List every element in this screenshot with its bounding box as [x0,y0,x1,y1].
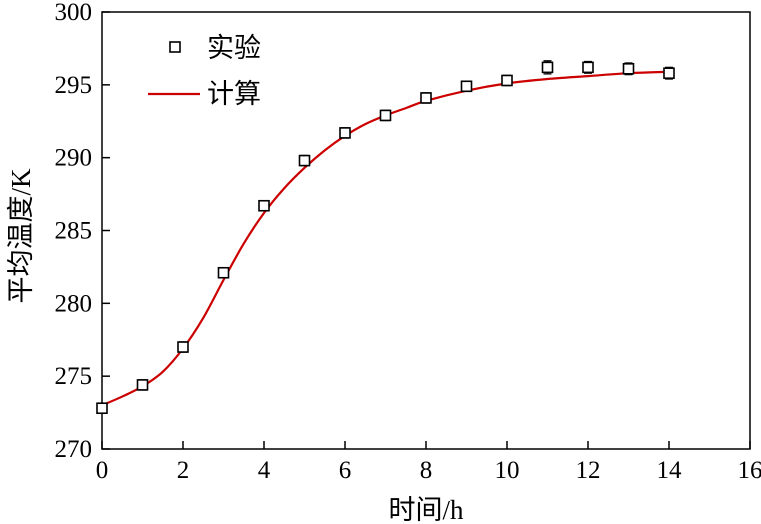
y-tick-label: 280 [55,290,93,317]
x-tick-label: 2 [177,457,190,484]
data-point [379,109,392,122]
x-tick-label: 0 [96,457,109,484]
data-point [258,199,270,212]
data-point [420,92,432,104]
x-tick-label: 10 [495,457,520,484]
x-tick-label: 4 [258,457,271,484]
data-point [96,402,108,415]
experimental-series [96,60,675,415]
x-axis-title: 时间/h [388,495,464,524]
data-point [136,379,149,391]
y-tick-label: 290 [55,145,93,172]
legend-label-calculated: 计算 [207,79,261,109]
data-point [582,61,594,74]
calculated-series [101,70,670,407]
y-tick-label: 300 [55,0,93,26]
y-tick-label: 270 [55,436,93,463]
y-tick-label: 295 [55,72,93,99]
x-tick-label: 14 [657,457,683,484]
plot-frame [101,11,751,450]
axis-ticks: 0 2 4 6 8 10 12 14 16 270 275 280 285 290 295 300 [55,0,761,484]
data-point [663,67,675,79]
x-tick-label: 8 [420,457,433,484]
y-tick-label: 275 [55,363,93,390]
data-point [217,266,230,279]
y-axis-title: 平均温度/K [6,168,36,304]
legend-marker-square [169,41,181,53]
legend: 实验 计算 [148,33,261,109]
data-point [501,74,513,87]
data-point [622,63,635,75]
data-point [298,154,311,167]
data-point [177,341,189,353]
x-tick-label: 12 [576,457,601,484]
legend-label-experiment: 实验 [207,33,261,63]
x-tick-label: 16 [738,457,761,484]
calculated-line [101,70,670,407]
data-point [339,127,351,139]
x-tick-label: 6 [339,457,352,484]
data-point [460,80,473,93]
y-tick-label: 285 [55,218,93,245]
data-point [541,61,554,74]
